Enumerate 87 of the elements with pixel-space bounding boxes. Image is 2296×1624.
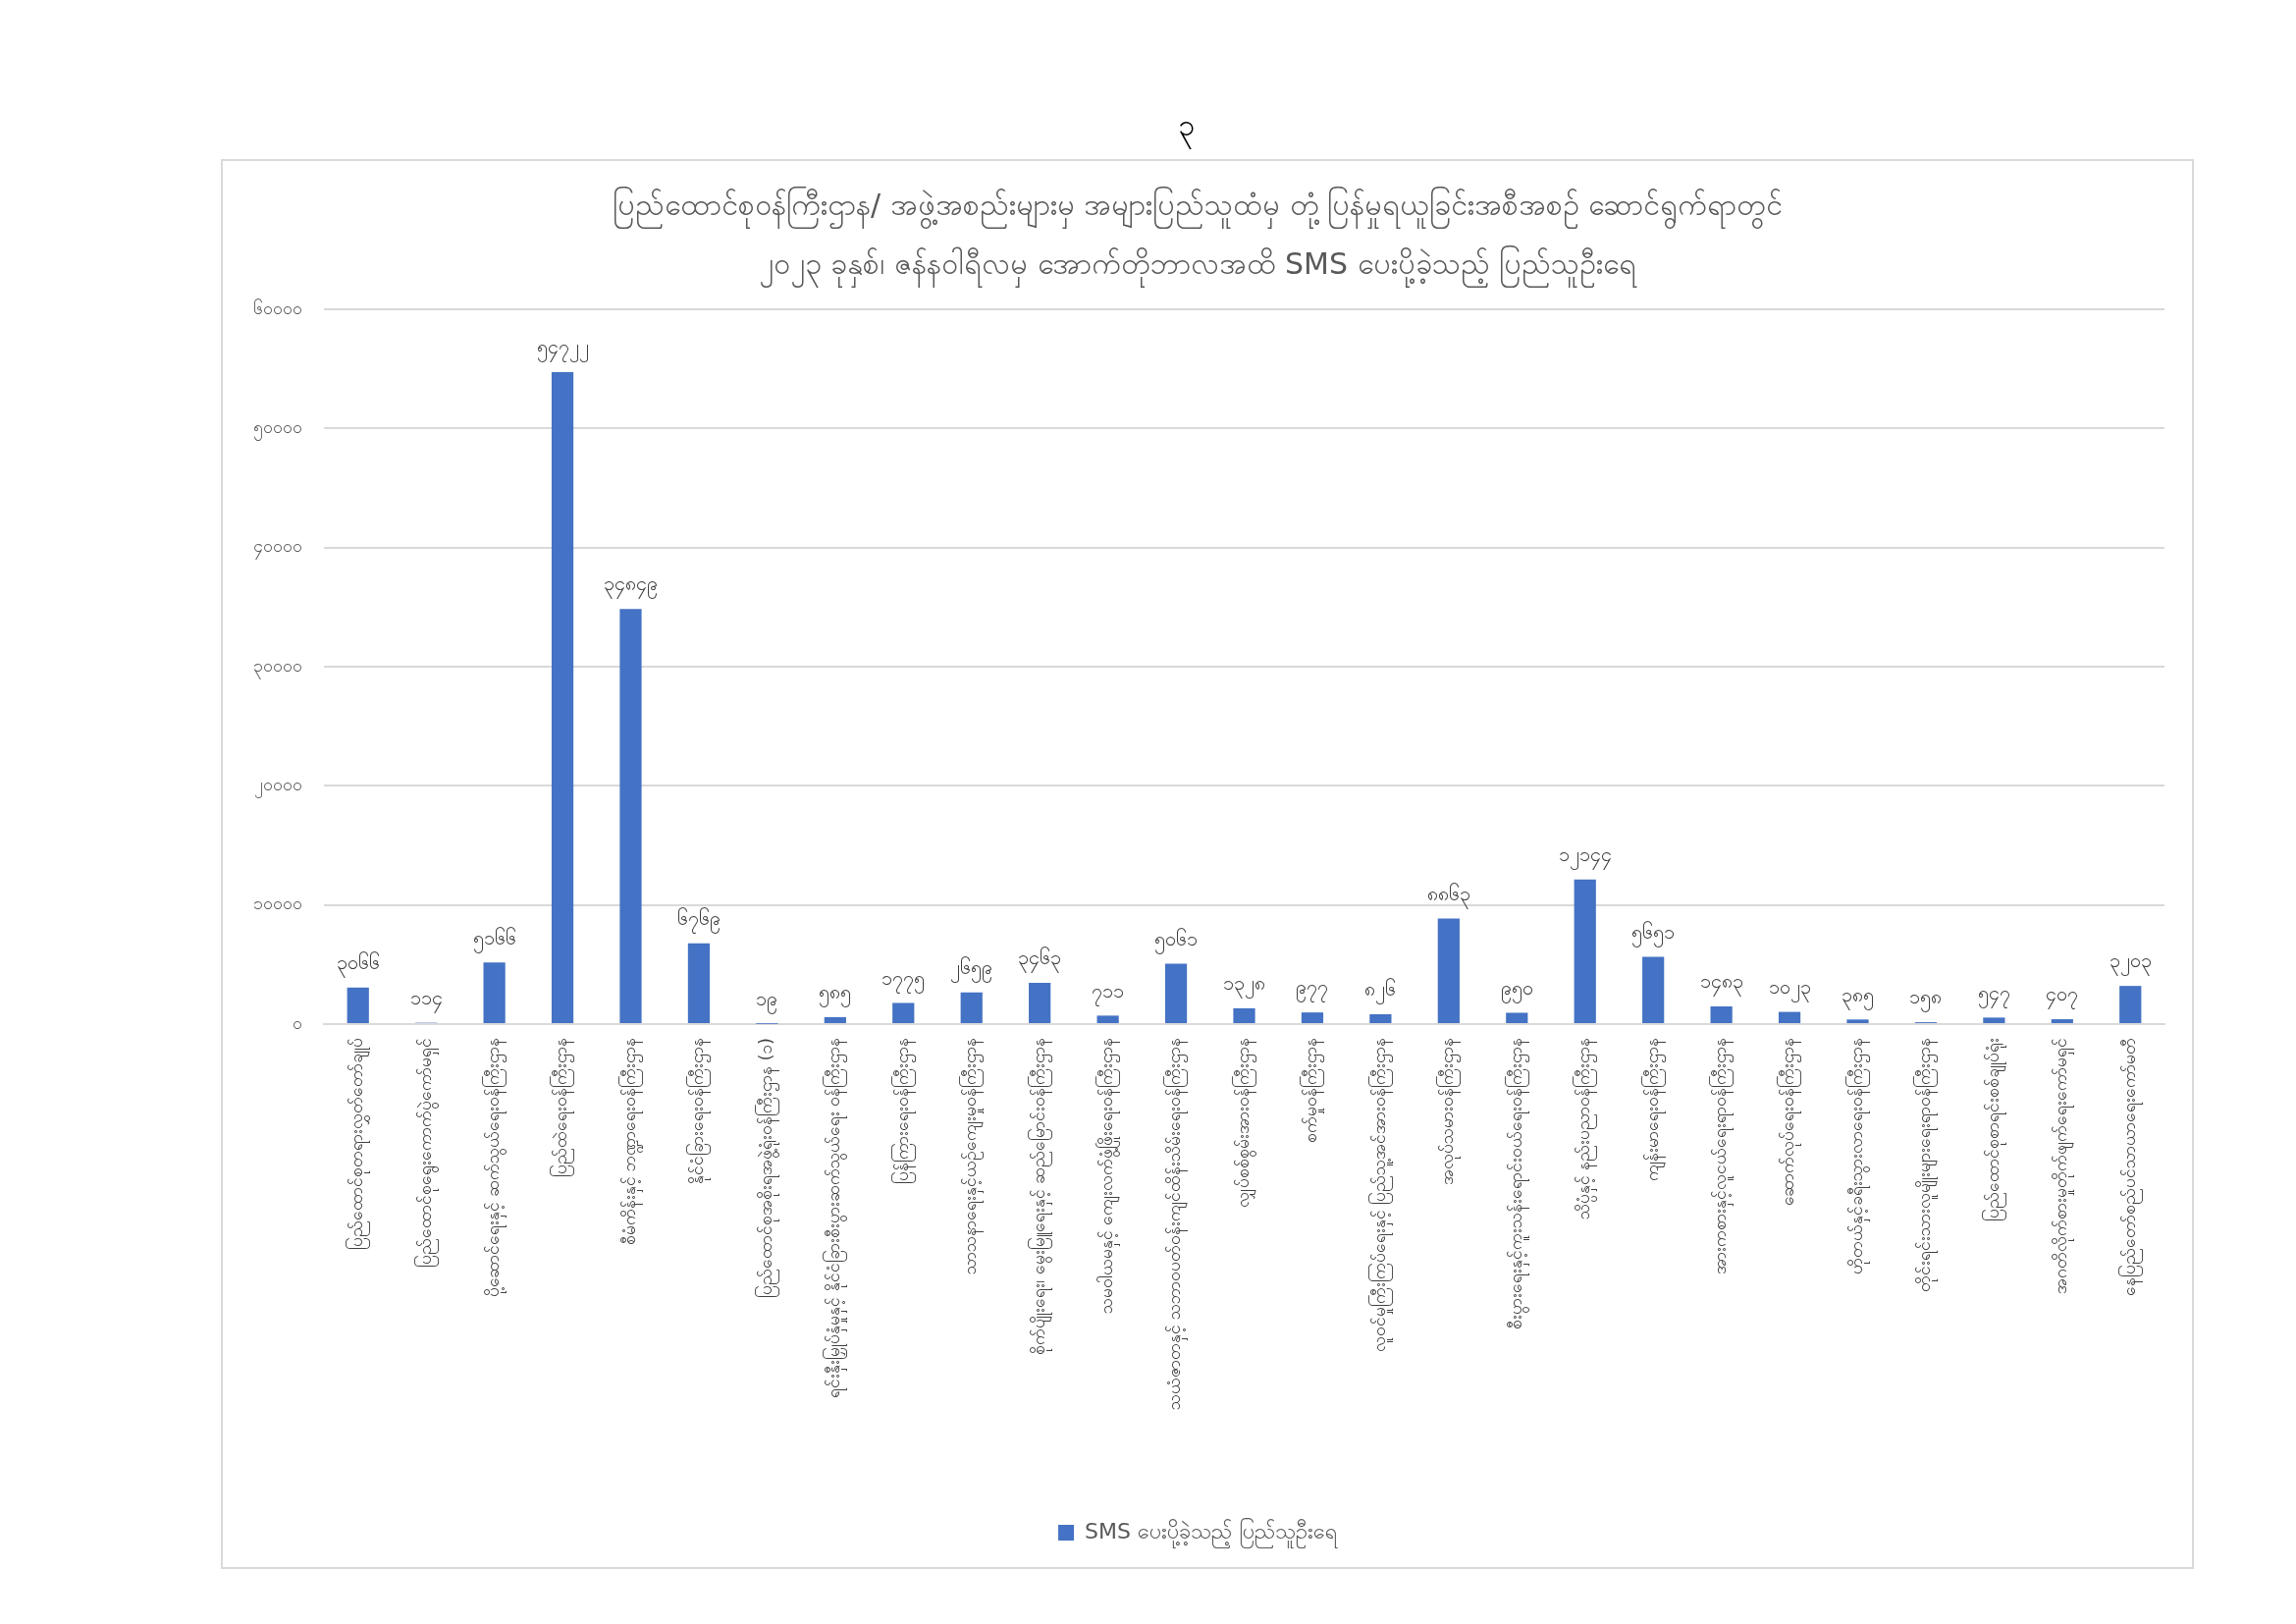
legend-label: SMS ပေးပို့ခဲ့သည့် ပြည်သူဦးရေ (1085, 1517, 1338, 1548)
x-tick-label: ပြည်ထောင်စုရွေးကောက်ပွဲကော်မရှင် (413, 1038, 439, 1268)
x-tick-label: စက်မှုဝန်ကြီးဌာန (1300, 1038, 1325, 1143)
data-label: ၃၄၆၃ (1018, 946, 1062, 974)
bar (1506, 1012, 1528, 1023)
bar (483, 962, 506, 1023)
data-label: ၂၆၅၉ (950, 954, 993, 983)
x-tick-label: ပြည်ထောင်စုတရားလွှတ်တော်ချုပ် (346, 1038, 371, 1250)
data-label: ၁၂၁၄၄ (1558, 841, 1612, 870)
data-label: ၁၄၈၃ (1699, 969, 1743, 998)
x-tick-label: လျှပ်စစ်စွမ်းအားဝန်ကြီးဌာန (1231, 1038, 1256, 1208)
bar (1983, 1017, 2005, 1023)
data-label: ၈၈၆၃ (1426, 881, 1470, 909)
bar (551, 372, 574, 1023)
bar (1301, 1012, 1324, 1023)
data-label: ၃၈၅ (1842, 982, 1874, 1010)
bar (1574, 879, 1596, 1023)
data-label: ၁၅၈ (1909, 985, 1943, 1013)
data-label: ၉၇၇ (1296, 975, 1329, 1003)
y-tick-label: ၆၀၀၀၀ (253, 297, 302, 318)
bar (1096, 1015, 1119, 1023)
x-tick-label: စီမံကိန်းနှင့် ဘဏ္ဍာရေးဝန်ကြီးဌာန (617, 1038, 643, 1246)
data-label: ၄၀၇ (2046, 982, 2079, 1010)
bar (687, 943, 711, 1023)
x-tick-label: သာသနာရေးနှင့်ယဉ်ကျေးမှုဝန်ကြီးဌာန (959, 1038, 985, 1274)
bar (1778, 1011, 1801, 1023)
x-tick-label: သယံဇာတနှင့် သဘာဝပတ်ဝန်းကျင်ထိန်းသိမ်းရေးဝန်ကြီးဌာန (1163, 1038, 1189, 1411)
bar (1710, 1006, 1733, 1023)
bar (1642, 956, 1665, 1023)
x-tick-label: ပြည်ထောင်စုစာရင်းစစ်ချုပ်ရုံး (1981, 1038, 2006, 1221)
bar (347, 987, 369, 1023)
data-label: ၁၃၂၈ (1223, 971, 1265, 1000)
data-label: ၅၁၆၆ (472, 925, 516, 953)
data-label: ၃၂၀၃ (2109, 948, 2152, 977)
x-tick-label: တိုင်းရင်းသားလူမျိုးများရေးရာဝန်ကြီးဌာန (1913, 1038, 1939, 1292)
bar (1029, 982, 1051, 1023)
y-tick-label: ၀ (293, 1011, 302, 1033)
data-label: ၁၀၂၃ (1768, 974, 1811, 1002)
x-tick-label: ကျန်းမာရေးဝန်ကြီးဌာန (1640, 1038, 1666, 1181)
y-tick-label: ၃၀၀၀၀ (253, 654, 302, 679)
bar (1233, 1007, 1255, 1023)
data-label: ၅၄၇၂၂ (536, 335, 589, 363)
data-label: ၆၇၆၉ (676, 906, 721, 935)
chart-title: ပြည်ထောင်စုဝန်ကြီးဌာန/ အဖွဲ့အစည်းများမှ အများပြည်သူထံမှ တုံ့ပြန်မှုရယူခြင်းအစီအစဉ် ဆောင်ရွက်ရာတွင် ၂၀၂၃ ခုနှစ်၊ ဇန်နဝါရီလမှ အောက်တိုဘာလအထိ SMS ပေးပို့ခဲ့သည့် ပြည်သူဦးရေ (612, 186, 1784, 288)
bar (2119, 986, 2142, 1023)
data-label: ၃၀၆၆ (336, 950, 380, 978)
x-tick-label: သိပ္ပံနှင့် နည်းပညာဝန်ကြီးဌာန (1573, 1038, 1598, 1220)
bar (2051, 1019, 2073, 1023)
x-tick-label: ပြည်ထဲရေးဝန်ကြီးဌာန (550, 1038, 575, 1177)
bar (1164, 963, 1188, 1023)
data-label: ၈၂၆ (1364, 977, 1397, 1005)
data-label: ၁၁၄ (409, 985, 443, 1013)
data-label: ၁၉ (756, 986, 778, 1014)
x-tick-label: ပြန်ကြားရေးဝန်ကြီးဌာန (890, 1038, 916, 1184)
y-tick-label: ၅၀၀၀၀ (253, 416, 302, 442)
bar (619, 609, 642, 1023)
x-tick-label: အားကစားနှင့်လူငယ်ရေးရာဝန်ကြီးဌာန (1709, 1038, 1735, 1274)
x-tick-label: ရင်းနှီးမြှုပ်နှံမှုနှင့် နိုင်ငံခြားစီးပွားဆက်သွယ်ရေး ဝန်ကြီးဌာန (823, 1038, 848, 1398)
x-tick-label: နိုင်ငံခြားရေးဝန်ကြီးဌာန (686, 1038, 712, 1184)
data-label: ၅၈၅ (819, 980, 852, 1008)
bar (960, 992, 983, 1023)
x-tick-label: စိုက်ပျိုးရေး၊ မွေးမြူရေးနှင့် ဆည်မြောင်းဝန်ကြီးဌာန (1027, 1038, 1052, 1355)
x-tick-label: ဟိုတယ်နှင့်ခရီးသွားလာရေးဝန်ကြီးဌာန (1844, 1038, 1870, 1274)
bar (892, 1002, 915, 1023)
data-label: ၅၀၆၁ (1154, 926, 1199, 954)
y-tick-label: ၁၀၀၀၀ (253, 893, 302, 914)
data-label: ၅၄၇ (1977, 980, 2010, 1008)
data-label: ၃၄၈၄၉ (604, 571, 658, 600)
x-tick-label: လူဝင်မှုကြီးကြပ်ရေးနှင့် ပြည်သူ့အင်အားဝန်ကြီးဌာန (1367, 1038, 1393, 1353)
data-label: ၁၇၇၅ (881, 965, 926, 994)
x-tick-label: ဆောက်လုပ်ရေးဝန်ကြီးဌာန (1777, 1038, 1802, 1206)
data-label: ၉၅၀ (1500, 975, 1533, 1003)
x-tick-label: ပို့ဆောင်ရေးနှင့် ဆက်သွယ်ရေးဝန်ကြီးဌာန (482, 1038, 507, 1298)
bar (1437, 918, 1460, 1023)
bar (1369, 1013, 1392, 1023)
y-tick-label: ၂၀၀၀၀ (254, 774, 302, 799)
x-tick-label: အလုပ်သမားဝန်ကြီးဌာန (1436, 1038, 1462, 1185)
x-tick-label: စီးပွားရေးနှင့်ကူးသန်းရောင်းဝယ်ရေးဝန်ကြီးဌာန (1504, 1038, 1529, 1329)
x-tick-label: အဂတိလိုက်စားမှုတိုက်ဖျက်ရေးကော်မရှင် (2051, 1038, 2075, 1294)
y-tick-label: ၄၀၀၀၀ (253, 535, 302, 561)
bar (824, 1016, 846, 1023)
x-tick-label: ပြည်ထောင်စုအစိုးရအဖွဲ့ရုံးဝန်ကြီးဌာန (၁) (754, 1038, 779, 1298)
x-tick-label: နေပြည်တော်စည်ပင်သာယာရေးကော်မတီ (2117, 1038, 2143, 1296)
bar (1846, 1019, 1869, 1023)
x-tick-label: သမဝါယမနှင့် ကျေးလက်ဖွံ့ဖြိုးရေးဝန်ကြီးဌာန (1095, 1038, 1121, 1315)
data-label: ၇၁၁ (1092, 978, 1125, 1006)
data-label: ၅၆၅၁ (1631, 919, 1676, 947)
